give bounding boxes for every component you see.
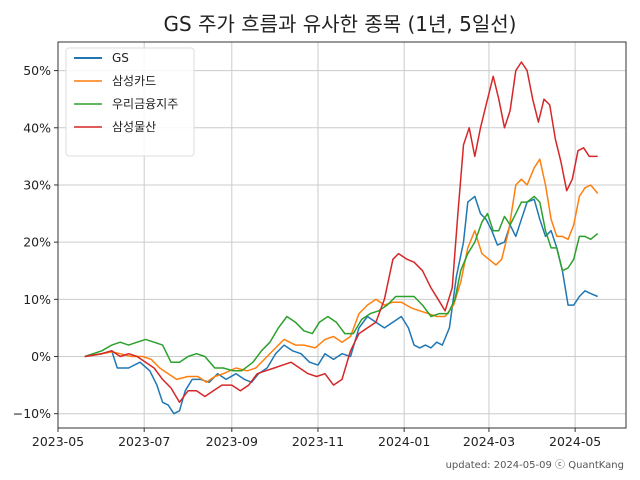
- series-lines: [84, 61, 599, 415]
- x-axis-ticks: 2023-05 2023-07 2023-09 2023-11 2024-01 2024-…: [32, 428, 601, 449]
- plot-frame: [57, 41, 627, 429]
- legend-label: 삼성물산: [112, 120, 156, 134]
- x-tick-label: 2024-05: [549, 434, 601, 449]
- x-tick-label: 2023-09: [206, 434, 258, 449]
- y-tick-label: 20%: [23, 235, 51, 250]
- y-tick-label: 50%: [23, 63, 51, 78]
- x-tick-label: 2023-07: [118, 434, 170, 449]
- x-tick-label: 2023-11: [292, 434, 344, 449]
- x-tick-label: 2024-01: [378, 434, 430, 449]
- legend-label: 우리금융지주: [112, 97, 178, 111]
- legend-label: GS: [112, 51, 129, 65]
- series-line-2: [84, 195, 599, 372]
- y-tick-label: −10%: [13, 406, 51, 421]
- chart-title: GS 주가 흐름과 유사한 종목 (1년, 5일선): [164, 12, 517, 36]
- y-tick-label: 30%: [23, 177, 51, 192]
- series-line-0: [84, 195, 598, 415]
- y-tick-label: 0%: [31, 349, 51, 364]
- grid-lines: [57, 42, 626, 428]
- series-line-3: [84, 61, 598, 404]
- y-axis-ticks: −10% 0% 10% 20% 30% 40% 50%: [13, 63, 58, 421]
- y-tick-label: 40%: [23, 120, 51, 135]
- x-tick-label: 2024-03: [463, 434, 515, 449]
- y-tick-label: 10%: [23, 292, 51, 307]
- legend-label: 삼성카드: [112, 74, 156, 88]
- x-tick-label: 2023-05: [32, 434, 84, 449]
- footer-credit: updated: 2024-05-09 ⓒ QuantKang: [446, 459, 624, 471]
- series-line-1: [84, 158, 599, 384]
- legend-box: [65, 47, 195, 157]
